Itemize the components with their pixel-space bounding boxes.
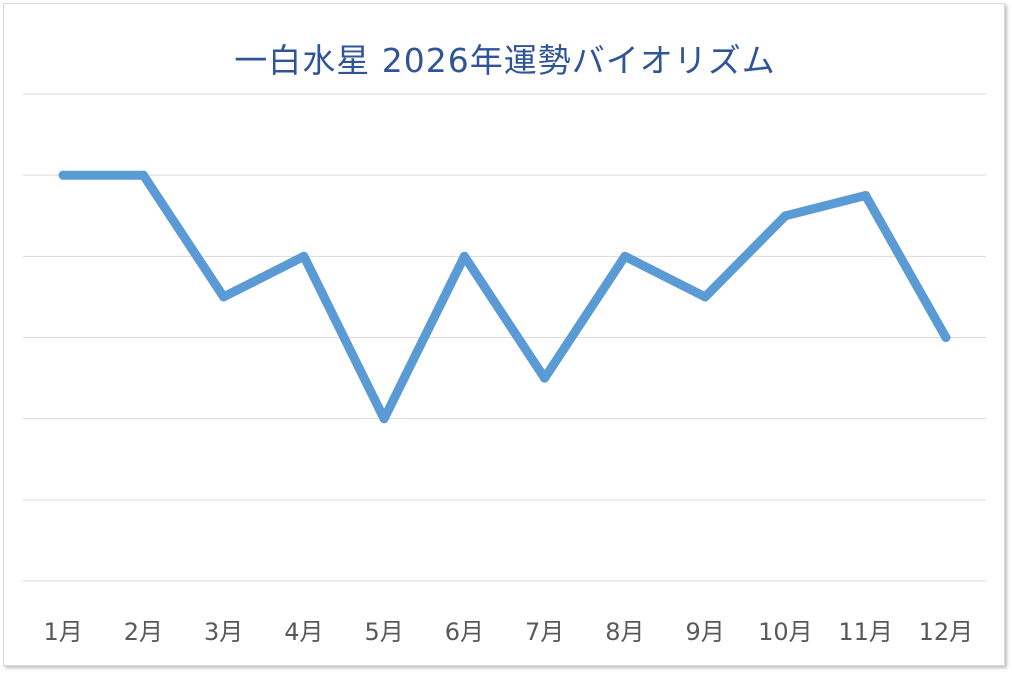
data-point [540,373,550,383]
x-tick-label: 5月 [364,618,403,646]
plot-area: 1月 2月 3月 4月 5月 6月 7月 8月 9月 10月 11月 12月 [23,93,986,646]
x-tick-label: 12月 [919,618,974,646]
data-point [219,292,229,302]
data-point [459,251,469,261]
x-tick-label: 10月 [758,618,813,646]
data-point [299,251,309,261]
gridlines [23,93,986,582]
data-point [58,170,68,180]
data-point [379,414,389,424]
data-point [138,170,148,180]
chart-title: 一白水星 2026年運勢バイオリズム [234,41,776,80]
x-tick-label: 3月 [204,618,243,646]
x-tick-label: 11月 [838,618,893,646]
x-tick-label: 8月 [605,618,644,646]
x-tick-label: 4月 [284,618,323,646]
x-axis-labels: 1月 2月 3月 4月 5月 6月 7月 8月 9月 10月 11月 12月 [43,618,973,646]
data-point [620,251,630,261]
x-tick-label: 6月 [445,618,484,646]
series-line-layer [58,170,951,424]
data-point [780,211,790,221]
x-tick-label: 7月 [525,618,564,646]
series-line [58,170,951,424]
x-tick-label: 9月 [685,618,724,646]
chart-area: 一白水星 2026年運勢バイオリズム 1月 2月 3月 4月 5月 6月 7月 8月 9月 10月… [3,3,1005,666]
x-tick-label: 1月 [43,618,82,646]
data-point [700,292,710,302]
data-point [941,333,951,342]
data-point [861,190,871,200]
x-tick-label: 2月 [124,618,163,646]
